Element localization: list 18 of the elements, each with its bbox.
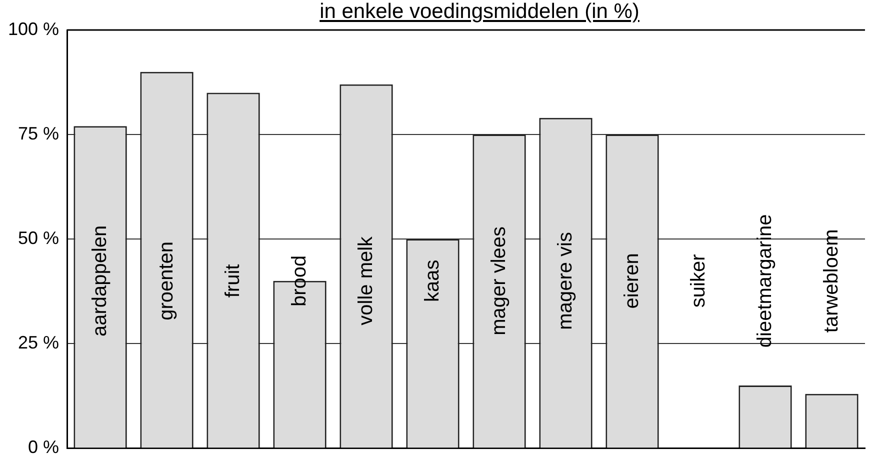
x-tick-label: eieren: [620, 253, 643, 309]
x-tick-label: suiker: [687, 254, 710, 308]
x-tick-label: dieetmargarine: [754, 214, 776, 348]
chart-title: in enkele voedingsmiddelen (in %): [320, 0, 640, 23]
x-tick-label: mager vlees: [488, 226, 510, 336]
x-tick-label: kaas: [421, 260, 444, 302]
y-tick-label: 50 %: [18, 228, 60, 248]
x-tick-label: fruit: [222, 264, 244, 298]
y-tick-label: 0 %: [28, 437, 60, 458]
x-tick-label: aardappelen: [88, 225, 111, 337]
y-tick-label: 100 %: [8, 18, 60, 39]
y-tick-label: 75 %: [18, 124, 60, 144]
x-tick-label: brood: [288, 255, 310, 306]
x-tick-label: tarwebloem: [820, 229, 842, 333]
x-tick-label: magere vis: [554, 232, 576, 330]
x-tick-label: volle melk: [354, 235, 377, 326]
y-tick-label: 25 %: [18, 332, 60, 353]
x-tick-label: groenten: [155, 241, 178, 320]
